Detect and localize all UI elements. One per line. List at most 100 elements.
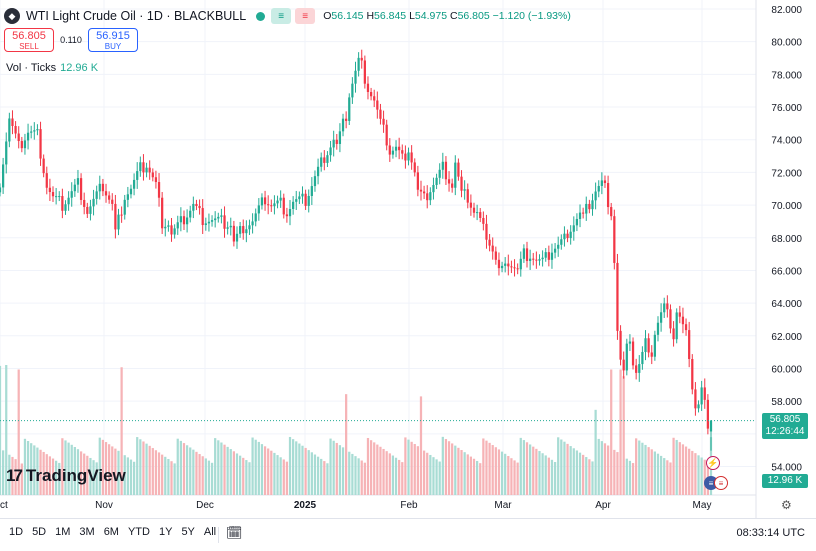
volume-bar: [488, 442, 491, 495]
y-tick-label: 78.000: [771, 70, 802, 81]
oil-drop-icon[interactable]: ◆: [4, 8, 20, 24]
volume-bar: [398, 459, 401, 495]
volume-bar: [323, 461, 326, 495]
volume-bar: [136, 437, 139, 495]
timeframe-list: 1D 5D 1M 3M 6M YTD 1Y 5Y All: [9, 526, 225, 538]
candle-body: [360, 57, 363, 61]
candle-body: [48, 187, 52, 193]
clock-time[interactable]: 08:33:14 UTC: [736, 527, 805, 539]
volume-bar: [111, 446, 114, 495]
volume-bar: [700, 457, 703, 495]
candle-body: [341, 118, 345, 132]
candle-body: [39, 129, 42, 159]
timeframe-5y[interactable]: 5Y: [181, 526, 195, 538]
candle-body: [656, 322, 660, 335]
volume-bar: [201, 456, 204, 495]
volume-bar: [560, 439, 563, 495]
volume-legend[interactable]: Vol · Ticks 12.96 K: [6, 62, 98, 74]
us-flag-icon[interactable]: ≡: [714, 476, 728, 490]
volume-bar: [332, 440, 335, 495]
candle-body: [210, 220, 214, 222]
candle-body: [76, 178, 80, 185]
timeframe-5d[interactable]: 5D: [32, 526, 47, 538]
price-chart[interactable]: 82.000 80.000 78.000 76.000 74.000 72.000 70.0…: [0, 0, 816, 518]
volume-bar: [320, 458, 323, 495]
lightning-event-icon[interactable]: ⚡: [706, 456, 720, 470]
volume-bar: [354, 456, 357, 495]
ohlc-open: 56.145: [331, 10, 364, 22]
y-tick-label: 82.000: [771, 5, 802, 16]
candle-body: [550, 252, 554, 260]
buy-button[interactable]: 56.915 BUY: [88, 28, 138, 52]
volume-bar: [491, 445, 494, 495]
timeframe-1d[interactable]: 1D: [9, 526, 24, 538]
timeframe-ytd[interactable]: YTD: [127, 526, 150, 538]
flag-icon[interactable]: ≡: [295, 8, 316, 24]
candle-body: [588, 203, 591, 210]
volume-bar: [663, 458, 666, 495]
timeframe-3m[interactable]: 3M: [79, 526, 95, 538]
timeframe-1m[interactable]: 1M: [55, 526, 71, 538]
timeframe-all[interactable]: All: [203, 526, 217, 538]
volume-bar: [0, 365, 2, 495]
calendar-icon[interactable]: 🗓: [226, 525, 243, 540]
volume-bar: [20, 463, 23, 495]
candle-body: [600, 180, 603, 186]
candle-body: [557, 244, 560, 249]
x-tick-label: Dec: [196, 500, 214, 511]
candle-body: [700, 387, 703, 405]
volume-bar: [151, 448, 154, 495]
volume-bar: [650, 449, 653, 495]
candle-body: [641, 351, 644, 365]
volume-bar: [148, 445, 151, 495]
timeframe-1y[interactable]: 1Y: [158, 526, 173, 538]
candle-body: [0, 187, 2, 193]
volume-bar: [688, 448, 691, 495]
ohlc-change: −1.120 (−1.93%): [492, 10, 571, 22]
candle-body: [332, 139, 335, 148]
x-tick-label: Oct: [0, 500, 8, 511]
sell-button[interactable]: 56.805 SELL: [4, 28, 54, 52]
volume-bar: [310, 452, 313, 495]
volume-bar: [694, 453, 697, 495]
volume-bar: [376, 444, 379, 495]
candle-body: [242, 226, 245, 234]
candle-body: [120, 214, 123, 216]
volume-bar: [407, 439, 410, 495]
candle-body: [525, 248, 529, 261]
volume-bar: [631, 463, 635, 495]
adjust-icon[interactable]: ≡: [271, 8, 292, 24]
volume-bar: [304, 447, 307, 495]
volume-bar: [1, 450, 5, 495]
volume-bar: [182, 443, 186, 495]
y-tick-label: 80.000: [771, 38, 802, 49]
timeframe-6m[interactable]: 6M: [103, 526, 119, 538]
candle-body: [354, 70, 357, 84]
candle-body: [23, 140, 27, 149]
volume-bar: [638, 440, 641, 495]
candle-body: [544, 252, 547, 258]
candle-body: [469, 202, 473, 208]
volume-bar: [547, 457, 550, 495]
candle-body: [320, 157, 323, 167]
candle-body: [394, 146, 398, 151]
candle-body: [307, 195, 310, 206]
candle-body: [55, 196, 58, 198]
volume-bar: [189, 447, 192, 495]
candle-body: [385, 124, 388, 146]
candle-body: [79, 178, 83, 200]
volume-bar: [625, 458, 628, 495]
tradingview-logo[interactable]: 17 TradingView: [6, 466, 126, 486]
ohlc-low: 54.975: [414, 10, 448, 22]
volume-bar: [419, 396, 423, 495]
volume-bar: [251, 437, 254, 495]
volume-bar: [198, 454, 201, 495]
symbol-title[interactable]: WTI Light Crude Oil · 1D · BLACKBULL: [26, 9, 247, 23]
volume-bar: [591, 461, 594, 495]
volume-bar: [385, 451, 388, 495]
gear-icon[interactable]: ⚙: [781, 498, 792, 512]
volume-bar: [619, 369, 622, 495]
volume-bar: [500, 451, 504, 495]
market-status-dot[interactable]: [256, 11, 266, 21]
candle-body: [14, 125, 17, 134]
